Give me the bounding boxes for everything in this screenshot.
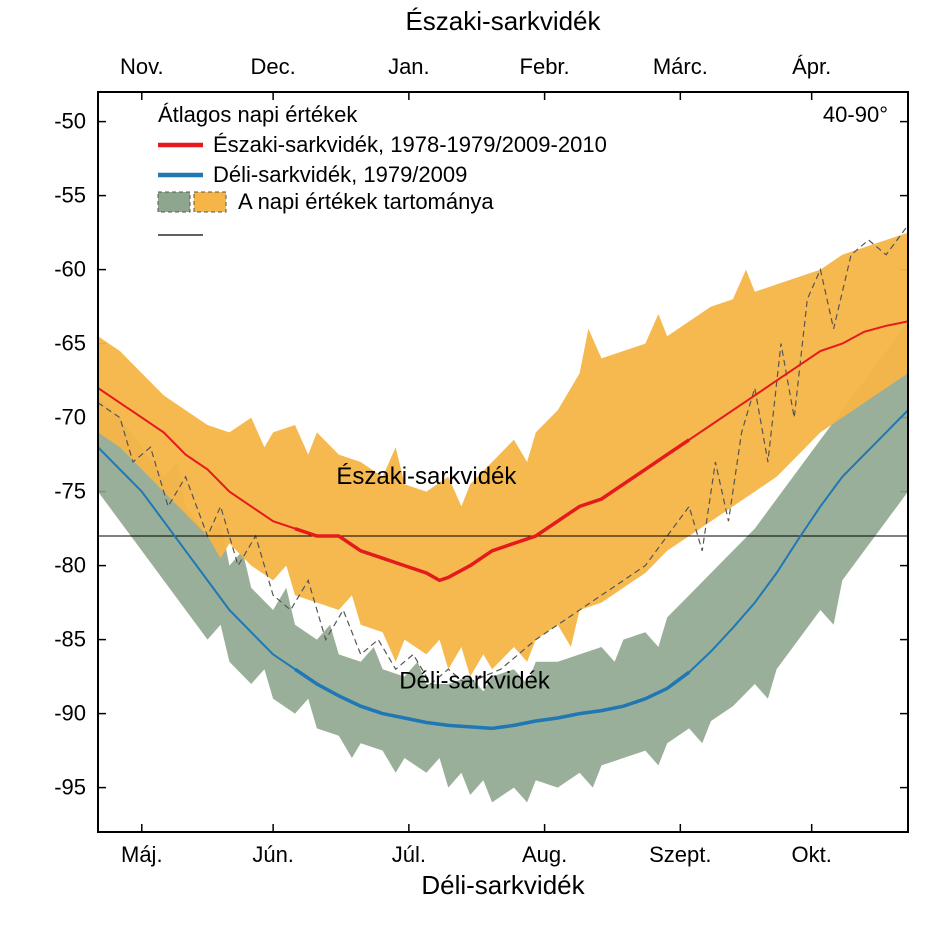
antarctic-annotation: Déli-sarkvidék xyxy=(399,667,551,694)
bottom-x-tick-label: Szept. xyxy=(649,842,711,867)
bottom-x-tick-label: Júl. xyxy=(392,842,426,867)
bottom-x-tick-label: Aug. xyxy=(522,842,567,867)
top-x-tick-label: Febr. xyxy=(520,54,570,79)
y-tick-label: -50 xyxy=(54,109,86,134)
y-tick-label: -75 xyxy=(54,479,86,504)
legend-title: Átlagos napi értékek xyxy=(158,102,358,127)
legend-swatch xyxy=(194,192,226,212)
y-tick-label: -90 xyxy=(54,701,86,726)
y-tick-label: -70 xyxy=(54,405,86,430)
bottom-x-tick-label: Jún. xyxy=(252,842,294,867)
y-tick-label: -60 xyxy=(54,257,86,282)
legend-item-label: A napi értékek tartománya xyxy=(238,189,494,214)
y-tick-label: -65 xyxy=(54,331,86,356)
y-tick-label: -95 xyxy=(54,775,86,800)
bottom-x-tick-label: Máj. xyxy=(121,842,163,867)
bottom-title: Déli-sarkvidék xyxy=(421,870,585,900)
bottom-x-tick-label: Okt. xyxy=(792,842,832,867)
y-tick-label: -85 xyxy=(54,627,86,652)
legend-swatch xyxy=(158,192,190,212)
y-tick-label: -80 xyxy=(54,553,86,578)
arctic-annotation: Északi-sarkvidék xyxy=(336,463,517,490)
chart-svg: Északi-sarkvidék Nov. Dec. Jan. Febr. Márc. Áp… xyxy=(0,0,932,929)
chart-container: Északi-sarkvidék Nov. Dec. Jan. Febr. Márc. Áp… xyxy=(0,0,932,929)
legend-item-label: Északi-sarkvidék, 1978-1979/2009-2010 xyxy=(213,132,607,157)
top-x-tick-label: Dec. xyxy=(251,54,296,79)
plot-area: Északi-sarkvidék Déli-sarkvidék xyxy=(98,225,908,802)
top-title: Északi-sarkvidék xyxy=(405,6,601,36)
legend-item-label: Déli-sarkvidék, 1979/2009 xyxy=(213,162,467,187)
legend: Átlagos napi értékek Északi-sarkvidék, 19… xyxy=(158,102,607,235)
top-x-tick-label: Márc. xyxy=(653,54,708,79)
top-x-tick-label: Nov. xyxy=(120,54,164,79)
top-x-tick-label: Ápr. xyxy=(792,54,831,79)
top-x-tick-label: Jan. xyxy=(388,54,430,79)
lat-range-annotation: 40-90° xyxy=(823,102,888,127)
y-tick-label: -55 xyxy=(54,183,86,208)
